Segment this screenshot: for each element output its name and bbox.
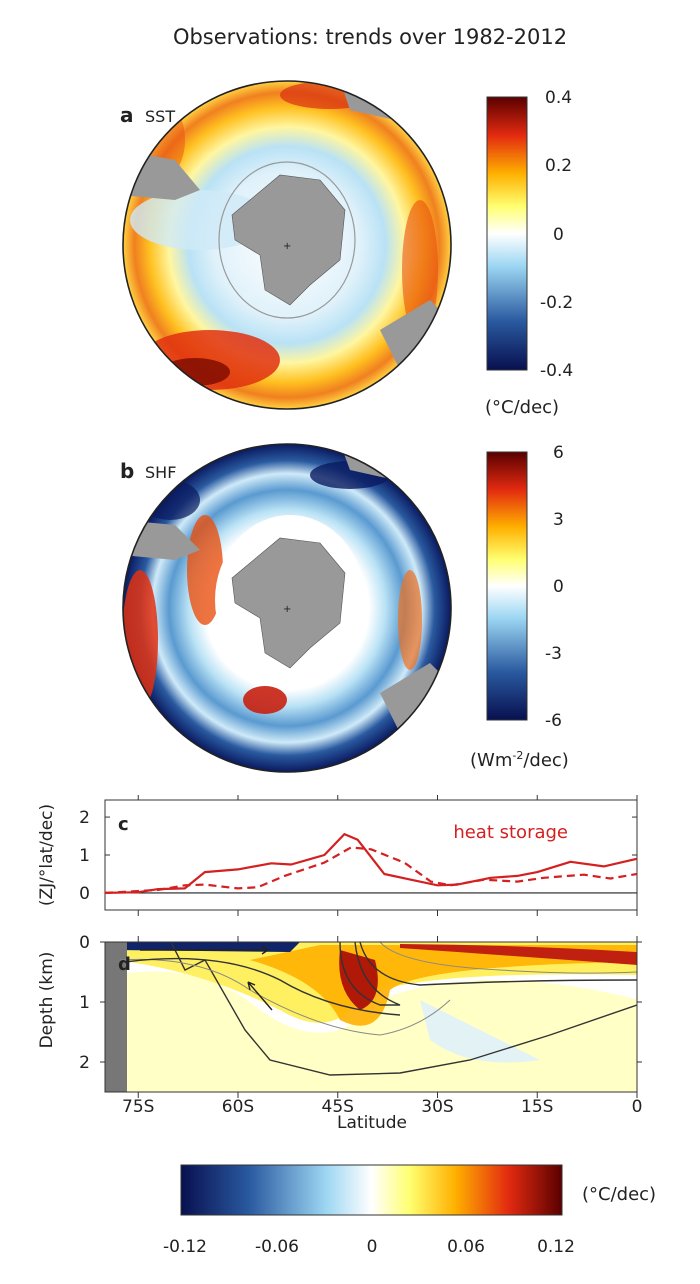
panel-d-ylabel: Depth (km) <box>37 952 57 1049</box>
svg-text:+: + <box>283 241 291 252</box>
panel-d-ytick: 2 <box>79 1053 90 1073</box>
panel-d-xtick: 15S <box>521 1097 553 1117</box>
colorbar-bottom-tick: -0.06 <box>255 1237 299 1257</box>
panel-d-xtick: 75S <box>122 1097 154 1117</box>
colorbar-a-tick: 0.4 <box>545 88 572 108</box>
colorbar-b-tick: 6 <box>553 443 564 463</box>
colorbar-b-tick: 3 <box>553 510 564 530</box>
heat-storage-dashed-line <box>104 846 638 894</box>
panel-b-map: + <box>122 443 452 773</box>
panel-c-chart: c heat storage (ZJ/°lat/dec) 0 1 2 <box>37 795 638 916</box>
panel-d-ytick: 0 <box>79 933 90 953</box>
panel-b-letter: b <box>120 459 134 483</box>
colorbar-bottom-unit: (°C/dec) <box>582 1184 656 1205</box>
svg-text:+: + <box>283 604 291 615</box>
figure-title: Observations: trends over 1982-2012 <box>173 25 567 49</box>
antarctica-land <box>231 537 346 669</box>
panel-d-section: d Depth (km) Latitude 0 1 2 75S 60S 45S 30S 15S… <box>37 933 643 1133</box>
panel-c-ytick: 0 <box>79 884 90 904</box>
panel-c-ytick: 1 <box>79 846 90 866</box>
colorbar-b-tick: -3 <box>545 644 562 664</box>
panel-d-xtick: 60S <box>222 1097 254 1117</box>
colorbar-a-tick: 0 <box>553 225 564 245</box>
colorbar-bottom-tick: -0.12 <box>163 1237 207 1257</box>
colorbar-b-tick: 0 <box>553 577 564 597</box>
colorbar-a-tick: 0.2 <box>545 156 572 176</box>
panel-c-ytick: 2 <box>79 808 90 828</box>
colorbar-bottom: -0.12 -0.06 0 0.06 0.12 (°C/dec) <box>163 1164 656 1257</box>
colorbar-a-tick: -0.2 <box>540 293 573 313</box>
panel-d-xlabel: Latitude <box>337 1113 407 1133</box>
colorbar-bottom-tick: 0 <box>367 1237 378 1257</box>
heat-storage-solid-line <box>104 832 638 894</box>
colorbar-a: 0.4 0.2 0 -0.2 -0.4 (°C/dec) <box>485 88 573 418</box>
colorbar-b-unit: (Wm-2/dec) <box>470 749 569 771</box>
colorbar-bottom-tick: 0.06 <box>447 1237 485 1257</box>
panel-d-letter: d <box>118 954 131 975</box>
topography-land <box>105 942 127 1092</box>
panel-d-xtick: 30S <box>421 1097 453 1117</box>
panel-d-ytick: 1 <box>79 993 90 1013</box>
panel-c-letter: c <box>118 814 129 835</box>
colorbar-bottom-tick: 0.12 <box>537 1237 575 1257</box>
colorbar-a-unit: (°C/dec) <box>485 397 559 418</box>
panel-c-ylabel: (ZJ/°lat/dec) <box>37 804 57 906</box>
panel-a-variable: SST <box>145 107 175 126</box>
arrow-upwelling <box>247 981 273 1011</box>
colorbar-b: 6 3 0 -3 -6 (Wm-2/dec) <box>470 443 569 771</box>
panel-a-map: + <box>122 80 452 410</box>
heat-storage-label: heat storage <box>453 822 568 843</box>
panel-a-letter: a <box>120 103 134 127</box>
colorbar-b-tick: -6 <box>545 711 562 731</box>
panel-b-variable: SHF <box>145 463 176 482</box>
panel-d-xtick: 45S <box>322 1097 354 1117</box>
warm-core <box>339 950 378 1010</box>
antarctica-land <box>231 174 346 306</box>
panel-d-xtick: 0 <box>632 1097 643 1117</box>
contour-line <box>170 942 637 1076</box>
colorbar-a-tick: -0.4 <box>540 361 573 381</box>
